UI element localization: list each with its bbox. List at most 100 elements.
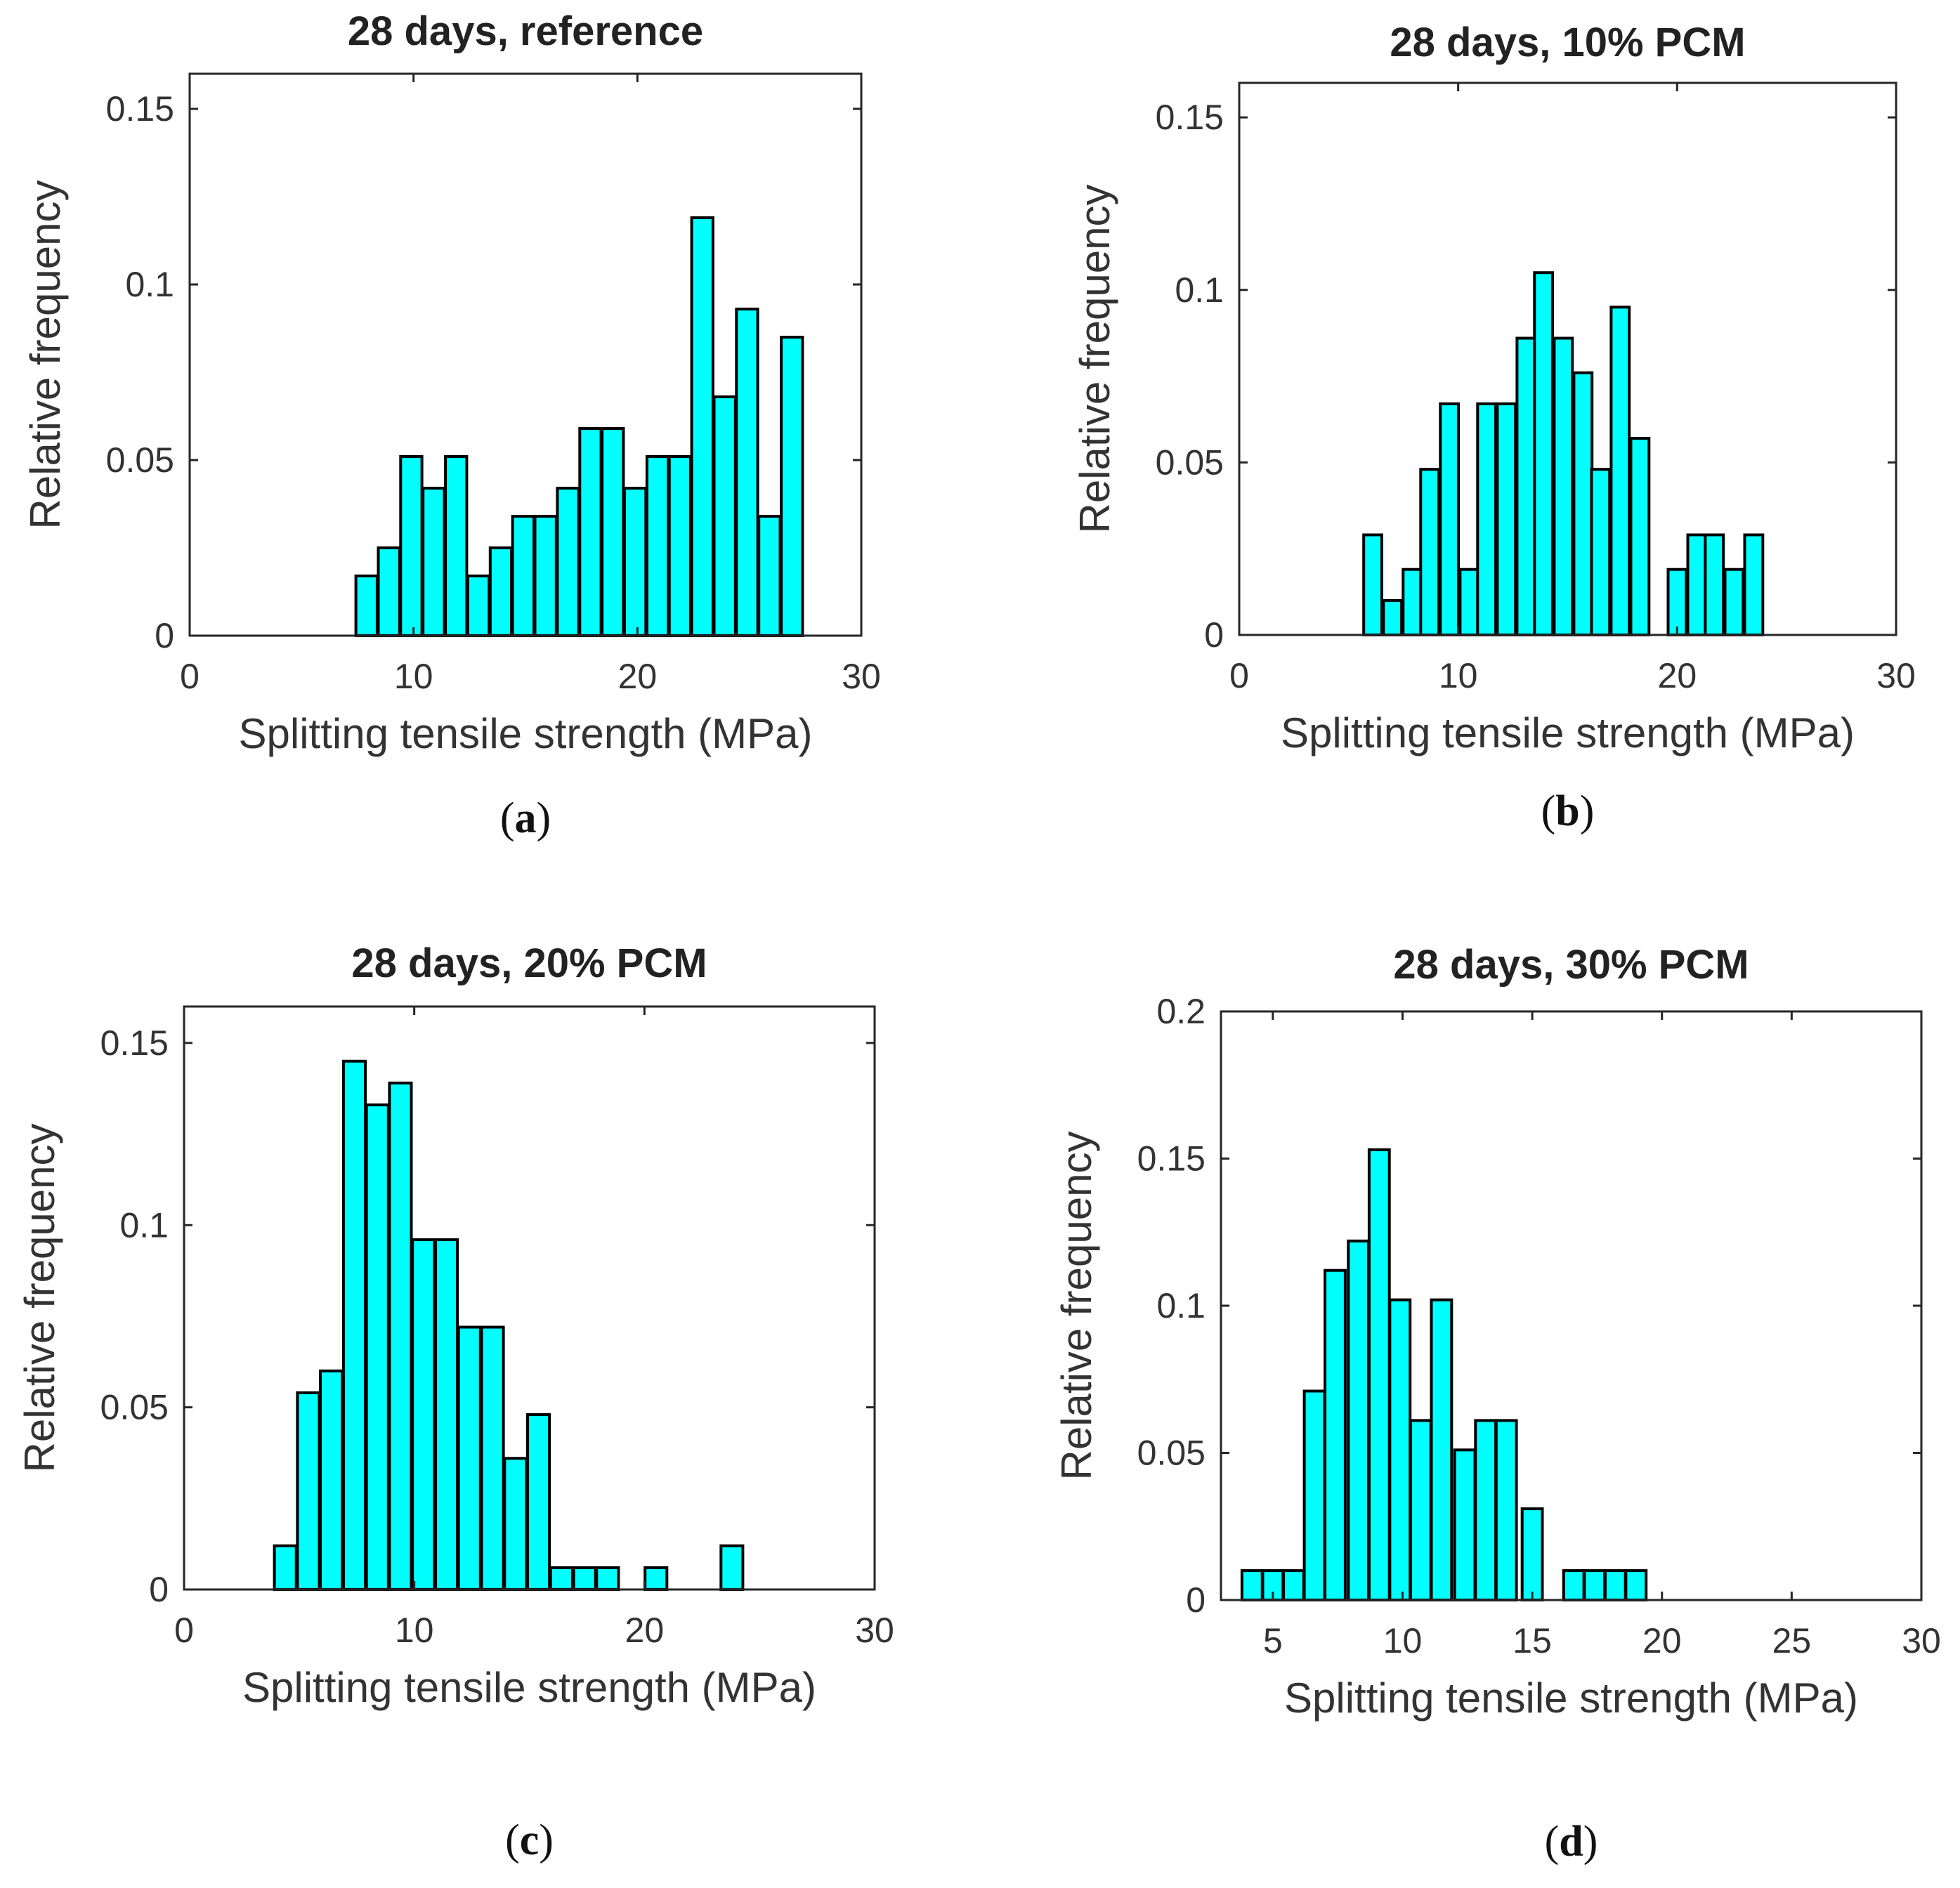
x-tick-label: 20: [625, 1611, 665, 1650]
histogram-bar: [1572, 371, 1594, 636]
histogram-bar: [1590, 468, 1612, 637]
histogram-bar: [444, 455, 469, 637]
y-tick-label: 0.15: [106, 89, 174, 129]
x-tick-label: 10: [1439, 656, 1478, 695]
histogram-bar: [667, 455, 693, 637]
chart-title: 28 days, reference: [348, 8, 703, 54]
caption-close-paren: ): [1583, 1818, 1598, 1866]
histogram-bar: [533, 515, 558, 637]
histogram-bar: [735, 308, 759, 637]
panel-a: 0 0.05 0.1 0.15 0 10 20 30 28 days, reference Spl…: [22, 8, 881, 842]
histogram-bar: [399, 455, 424, 637]
y-tick-label: 0.15: [100, 1023, 169, 1063]
y-axis-label: Relative frequency: [1053, 1132, 1100, 1481]
histogram-bar: [365, 1103, 390, 1591]
caption-letter: a: [515, 794, 537, 842]
chart-title: 28 days, 20% PCM: [351, 940, 707, 986]
y-tick-label: 0: [1204, 615, 1224, 655]
histogram-bar: [296, 1391, 321, 1592]
y-tick-label: 0.05: [100, 1388, 169, 1427]
histogram-bar: [354, 575, 379, 637]
y-tick-label: 0.15: [1156, 98, 1224, 137]
y-tick-label: 0.05: [1137, 1434, 1206, 1473]
histogram-bar: [1704, 533, 1725, 636]
histogram-bar: [466, 575, 491, 637]
histogram-bar: [1367, 1148, 1391, 1601]
x-tick-label: 15: [1513, 1621, 1552, 1660]
caption-close-paren: ): [537, 794, 551, 842]
x-tick-label: 10: [394, 657, 433, 696]
histogram-bar: [1430, 1298, 1453, 1601]
histogram-bar: [1666, 568, 1688, 637]
y-tick-label: 0: [149, 1570, 169, 1609]
histogram-bar: [1496, 402, 1517, 637]
histogram-bar: [578, 427, 603, 637]
caption-close-paren: ): [539, 1816, 554, 1864]
histogram-bar: [1382, 598, 1404, 637]
histogram-bar: [1324, 1268, 1347, 1601]
y-axis-label: Relative frequency: [22, 181, 69, 530]
histogram-bar: [1439, 402, 1461, 637]
panel-c: 0 0.05 0.1 0.15 0 10 20 30 28 days, 20% PCM Split…: [16, 940, 894, 1864]
histogram-bar: [556, 487, 580, 637]
caption-close-paren: ): [1580, 787, 1595, 835]
axes-box: [183, 1005, 876, 1591]
panel-caption: (b): [1541, 787, 1595, 835]
caption-open-paren: (: [500, 794, 515, 842]
x-tick-label: 5: [1263, 1621, 1283, 1660]
x-axis-label: Splitting tensile strength (MPa): [242, 1664, 816, 1711]
y-tick-label: 0: [155, 616, 174, 655]
histogram-bar: [1402, 568, 1423, 637]
histogram-bar: [780, 336, 804, 637]
x-tick-label: 10: [395, 1611, 434, 1650]
histogram-bar: [1624, 1569, 1648, 1602]
y-axis-label: Relative frequency: [1071, 185, 1118, 534]
histogram-bar: [1302, 1389, 1326, 1601]
histogram-bar: [1388, 1298, 1412, 1601]
panel-b: 0 0.05 0.1 0.15 0 10 20 30 28 days, 10% PCM Split…: [1071, 20, 1916, 835]
x-axis-label: Splitting tensile strength (MPa): [1284, 1674, 1858, 1722]
histogram-bar: [1362, 533, 1383, 636]
histogram-bar: [1603, 1569, 1627, 1602]
histogram-bar: [1474, 1419, 1498, 1602]
y-tick-label: 0.1: [119, 1205, 169, 1245]
axes-box: [188, 72, 863, 637]
histogram-bar: [1723, 568, 1745, 637]
panel-caption: (c): [505, 1816, 554, 1864]
histogram-bar: [549, 1566, 574, 1591]
caption-letter: c: [520, 1816, 540, 1864]
x-tick-label: 0: [1229, 656, 1249, 695]
x-tick-label: 30: [1876, 656, 1916, 695]
x-tick-label: 0: [180, 657, 200, 696]
histogram-bar: [377, 546, 401, 637]
histogram-bar: [511, 515, 536, 637]
x-tick-label: 10: [1383, 1621, 1423, 1660]
histogram-bar: [757, 515, 782, 637]
panel-d: 0 0.05 0.1 0.15 0.2 5 10 15 20 25 30 28 days, 30% P…: [1053, 942, 1941, 1866]
histogram-bar: [719, 1544, 745, 1592]
x-tick-label: 30: [842, 657, 881, 696]
histogram-bar: [1419, 468, 1441, 637]
caption-letter: d: [1559, 1818, 1583, 1866]
histogram-bar: [1347, 1239, 1371, 1602]
histogram-bar: [601, 427, 625, 637]
histogram-bar: [1494, 1419, 1518, 1602]
histogram-bar: [1282, 1569, 1305, 1602]
histogram-bar: [273, 1544, 298, 1592]
panel-caption: (d): [1545, 1818, 1598, 1866]
histogram-bar: [572, 1566, 597, 1591]
caption-open-paren: (: [505, 1816, 520, 1864]
histogram-bar: [1240, 1569, 1264, 1602]
x-tick-label: 20: [1658, 656, 1697, 695]
histogram-bar: [388, 1081, 413, 1591]
x-tick-label: 30: [1902, 1621, 1941, 1660]
histogram-bar: [623, 487, 648, 637]
x-tick-label: 20: [1642, 1621, 1682, 1660]
histogram-bar: [1515, 336, 1537, 636]
histogram-bar: [1553, 336, 1574, 636]
axes-box: [1238, 81, 1897, 636]
caption-open-paren: (: [1541, 787, 1556, 835]
chart-title: 28 days, 30% PCM: [1393, 942, 1749, 988]
histogram-bar: [1476, 402, 1498, 637]
x-tick-label: 30: [855, 1611, 894, 1650]
